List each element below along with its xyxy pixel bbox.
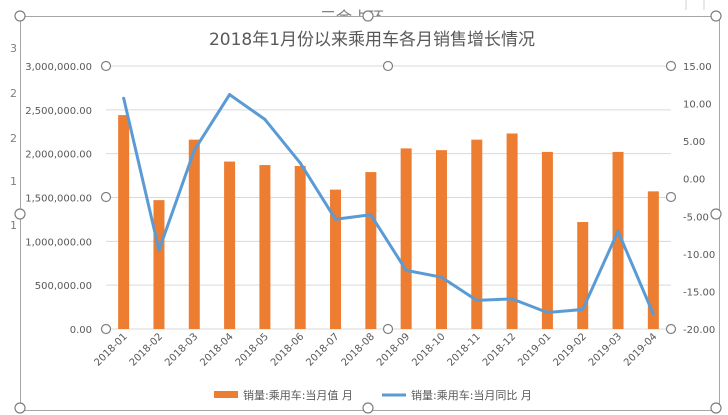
right-tick-label: 5.00	[683, 137, 705, 148]
chart-resize-handle[interactable]	[14, 402, 26, 414]
chart-resize-handle[interactable]	[362, 10, 374, 22]
x-axis-ticks: 2018-012018-022018-032018-042018-052018-…	[92, 331, 659, 368]
x-tick-label: 2018-05	[234, 331, 271, 368]
legend-bar-label: 销量:乘用车:当月值 月	[243, 388, 353, 402]
plot-resize-handle[interactable]	[100, 323, 112, 335]
bar	[118, 115, 130, 330]
bar	[365, 172, 377, 329]
plot-resize-handle[interactable]	[665, 191, 677, 203]
x-tick-label: 2018-11	[446, 331, 483, 368]
row-number: 2	[10, 87, 17, 100]
yoy-line	[122, 93, 655, 315]
line-point	[475, 298, 479, 302]
x-tick-label: 2018-12	[481, 331, 518, 368]
plot-resize-handle[interactable]	[382, 323, 394, 335]
bar	[612, 151, 624, 329]
line-point	[157, 248, 161, 252]
line-point	[404, 268, 408, 272]
plot-resize-handle[interactable]	[665, 60, 677, 72]
left-tick-label: 0.00	[70, 325, 92, 336]
left-tick-label: 2,000,000.00	[25, 150, 92, 161]
selection-handles[interactable]	[14, 10, 722, 414]
chart-title: 2018年1月份以来乘用车各月销售增长情况	[209, 30, 535, 50]
x-tick-label: 2019-04	[622, 331, 659, 368]
right-tick-label: 10.00	[683, 100, 712, 111]
right-tick-label: -5.00	[683, 212, 709, 223]
x-tick-label: 2019-03	[587, 331, 624, 368]
x-tick-label: 2018-09	[375, 331, 412, 368]
line-point	[369, 213, 373, 217]
plot-resize-handle[interactable]	[100, 191, 112, 203]
x-tick-label: 2018-03	[163, 331, 200, 368]
line-point	[298, 161, 302, 165]
row-number: 2	[10, 132, 17, 145]
chart-resize-handle[interactable]	[14, 208, 26, 220]
x-tick-label: 2018-06	[269, 331, 306, 368]
x-tick-label: 2019-02	[552, 331, 589, 368]
bar	[541, 151, 553, 329]
row-number: 1	[10, 175, 17, 188]
x-tick-label: 2018-04	[198, 331, 235, 368]
line-point	[192, 148, 196, 152]
chart-resize-handle[interactable]	[710, 402, 722, 414]
bar	[471, 139, 483, 329]
left-tick-label: 1,500,000.00	[25, 194, 92, 205]
left-axis-ticks: 0.00 500,000.00 1,000,000.00 1,500,000.00 2,…	[25, 62, 92, 336]
right-axis-ticks: -20.00 -15.00 -10.00 -5.00 0.00 5.00 10.00 15.0…	[683, 62, 715, 336]
right-tick-label: -15.00	[683, 287, 715, 298]
line-point	[616, 229, 620, 233]
right-tick-label: 15.00	[683, 62, 712, 73]
legend-line-label: 销量:乘用车:当月同比 月	[411, 388, 532, 402]
line-point	[510, 297, 514, 301]
left-tick-label: 3,000,000.00	[25, 62, 92, 73]
chart-resize-handle[interactable]	[14, 10, 26, 22]
bar	[188, 139, 200, 329]
legend-bar-swatch	[214, 391, 238, 398]
row-number: 1	[10, 219, 17, 232]
line-point	[651, 312, 655, 316]
legend: 销量:乘用车:当月值 月 销量:乘用车:当月同比 月	[214, 388, 532, 402]
line-point	[334, 217, 338, 221]
bar	[259, 165, 271, 329]
bar	[400, 148, 412, 329]
row-number: 3	[10, 42, 17, 55]
line-point	[545, 310, 549, 314]
bar-series	[118, 115, 659, 330]
line-point	[122, 96, 126, 100]
line-point	[439, 275, 443, 279]
x-tick-label: 2018-01	[92, 331, 129, 368]
x-tick-label: 2018-07	[304, 331, 341, 368]
plot-resize-handle[interactable]	[382, 60, 394, 72]
right-tick-label: -10.00	[683, 250, 715, 261]
plot-resize-handle[interactable]	[665, 323, 677, 335]
line-point	[581, 307, 585, 311]
line-point	[263, 117, 267, 121]
line-series	[122, 93, 655, 316]
bar	[224, 161, 236, 329]
x-tick-label: 2018-02	[128, 331, 165, 368]
bar	[506, 133, 518, 329]
x-tick-label: 2019-01	[516, 331, 553, 368]
bar	[435, 150, 447, 329]
left-tick-label: 1,000,000.00	[25, 237, 92, 248]
line-point	[228, 93, 232, 97]
bar	[153, 200, 165, 329]
chart-resize-handle[interactable]	[710, 10, 722, 22]
bar	[647, 191, 659, 329]
bar	[577, 222, 589, 329]
right-tick-label: -20.00	[683, 325, 715, 336]
x-tick-label: 2018-08	[340, 331, 377, 368]
right-tick-label: 0.00	[683, 175, 705, 186]
chart-resize-handle[interactable]	[362, 402, 374, 414]
left-tick-label: 500,000.00	[35, 281, 92, 292]
bar	[294, 165, 306, 329]
left-tick-label: 2,500,000.00	[25, 106, 92, 117]
plot-resize-handle[interactable]	[100, 60, 112, 72]
bar	[330, 189, 342, 329]
x-tick-label: 2018-10	[410, 331, 447, 368]
chart-resize-handle[interactable]	[710, 208, 722, 220]
